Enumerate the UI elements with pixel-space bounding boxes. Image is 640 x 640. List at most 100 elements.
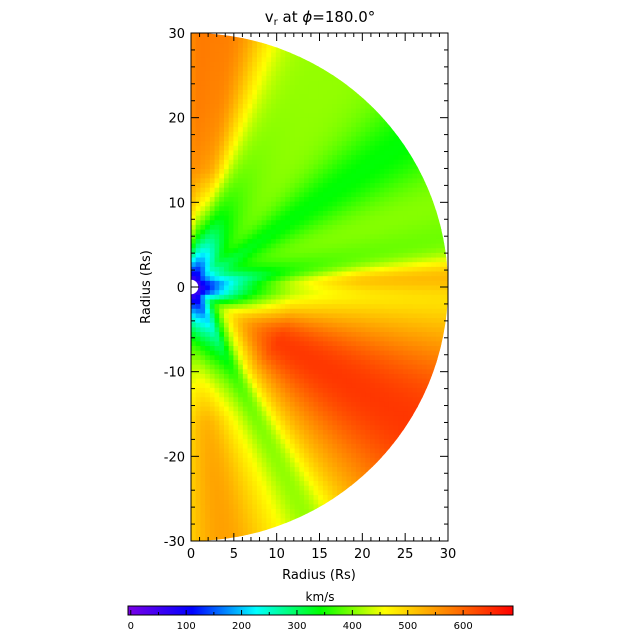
heatmap-cell [247,201,253,207]
heatmap-cell [322,350,329,356]
heatmap-cell [242,378,249,384]
heatmap-cell [322,242,329,249]
heatmap-cell [252,163,258,170]
heatmap-cell [379,107,385,114]
heatmap-cell [223,429,230,435]
heatmap-cell [431,284,437,291]
heatmap-cell [285,47,291,53]
heatmap-cell [205,508,211,514]
heatmap-cell [200,182,206,188]
heatmap-cell [289,517,296,523]
heatmap-cell [393,238,399,244]
heatmap-cell [266,494,272,500]
heatmap-cell [252,368,258,374]
heatmap-cell [275,308,282,314]
heatmap-cell [256,140,263,146]
heatmap-cell [398,433,404,440]
heatmap-cell [223,42,230,48]
heatmap-cell [308,131,315,137]
heatmap-cell [228,266,234,272]
heatmap-cell [266,66,272,72]
heatmap-cell [285,354,291,360]
heatmap-cell [223,378,230,384]
heatmap-cell [440,326,447,333]
heatmap-cell [388,229,395,235]
heatmap-cell [238,499,244,505]
heatmap-cell [304,433,310,440]
heatmap-cell [275,93,282,100]
heatmap-cell [209,270,216,277]
heatmap-cell [205,368,211,374]
heatmap-cell [289,326,296,333]
heatmap-cell [191,131,197,137]
heatmap-cell [294,382,300,388]
heatmap-cell [355,471,362,477]
heatmap-cell [223,527,230,533]
heatmap-cell [304,98,310,104]
heatmap-cell [294,219,300,225]
heatmap-cell [228,391,234,398]
heatmap-cell [299,93,305,100]
heatmap-cell [370,182,376,188]
heatmap-cell [256,331,263,337]
heatmap-cell [294,201,300,207]
heatmap-cell [261,368,267,374]
heatmap-cell [214,135,220,142]
heatmap-cell [275,340,282,347]
heatmap-cell [388,205,395,211]
heatmap-cell [271,224,277,230]
heatmap-cell [421,382,428,388]
heatmap-cell [200,452,206,458]
heatmap-cell [327,466,333,472]
heatmap-cell [393,163,399,170]
heatmap-cell [191,238,197,244]
heatmap-cell [351,378,357,384]
heatmap-cell [209,159,216,165]
heatmap-cell [289,107,296,114]
heatmap-cell [233,238,239,244]
heatmap-cell [407,140,414,146]
heatmap-cell [398,289,404,295]
heatmap-cell [223,117,230,123]
heatmap-cell [271,303,277,309]
heatmap-cell [318,89,324,95]
heatmap-cell [304,196,310,202]
heatmap-cell [294,373,300,379]
heatmap-cell [261,275,267,281]
heatmap-cell [327,107,333,114]
heatmap-cell [360,93,366,100]
heatmap-cell [393,275,399,281]
heatmap-cell [365,443,371,449]
heatmap-cell [308,410,315,416]
heatmap-cell [365,256,371,263]
heatmap-cell [289,79,296,86]
heatmap-cell [332,75,338,81]
heatmap-cell [327,266,333,272]
heatmap-cell [261,284,267,291]
heatmap-cell [289,443,296,449]
heatmap-cell [223,452,230,458]
heatmap-cell [355,238,362,244]
heatmap-cell [341,336,348,342]
heatmap-cell [388,168,395,174]
heatmap-cell [332,499,338,505]
heatmap-cell [388,308,395,314]
heatmap-cell [252,261,258,267]
heatmap-cell [304,424,310,430]
heatmap-cell [205,219,211,225]
heatmap-cell [313,475,319,482]
heatmap-cell [313,66,319,72]
heatmap-cell [271,485,277,491]
heatmap-cell [256,149,263,156]
heatmap-cell [228,247,234,253]
heatmap-cell [209,513,216,519]
heatmap-cell [271,312,277,319]
heatmap-cell [195,33,202,39]
heatmap-cell [308,233,315,239]
heatmap-cell [200,531,206,537]
heatmap-cell [374,247,381,253]
heatmap-cell [242,405,249,412]
heatmap-cell [308,168,315,174]
heatmap-cell [308,98,315,104]
heatmap-cell [351,368,357,374]
